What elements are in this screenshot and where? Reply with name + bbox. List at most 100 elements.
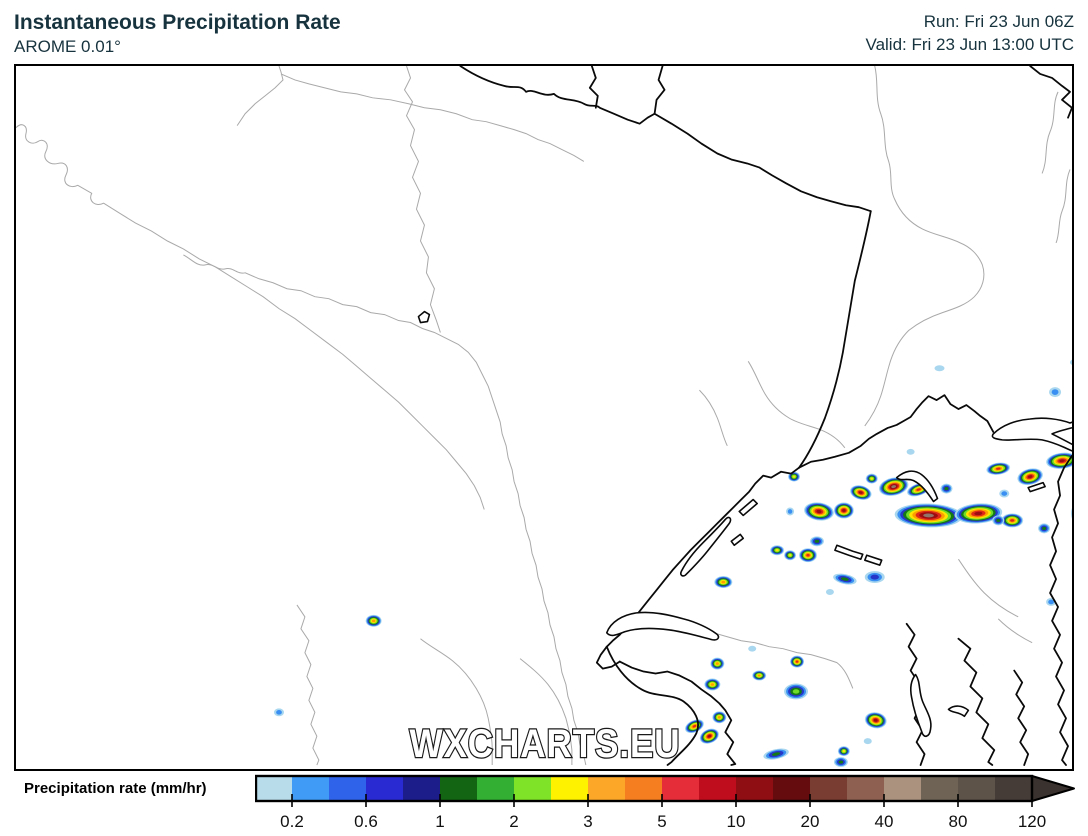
country-border [653,112,872,213]
colorbar-segment [255,776,292,801]
map-canvas: WXCHARTS.EU [16,66,1072,768]
colorbar-segment [440,776,477,801]
colorbar-segment [736,776,773,801]
precip-cell-ring [806,553,810,557]
precip-cell-ring [792,475,796,478]
precip-cell-ring [873,718,878,722]
header-left: Instantaneous Precipitation Rate AROME 0… [14,10,341,58]
precip-cell-ring [692,724,697,728]
precip-cell-ring [1010,519,1015,522]
page-title: Instantaneous Precipitation Rate [14,11,341,34]
colorbar-segment [551,776,588,801]
precip-cell-ring [1059,459,1065,463]
colorbar-segment [625,776,662,801]
colorbar-segment [958,776,995,801]
colorbar-segment [884,776,921,801]
lake-morat [730,533,745,547]
river-path [420,638,493,766]
river-path [183,254,587,766]
colorbar-segment [699,776,736,801]
country-border [798,210,872,469]
precip-cell-ring [906,448,915,455]
river-path [296,604,320,766]
colorbar-segment [477,776,514,801]
colorbar-segment [403,776,440,801]
precip-cell-ring [748,645,757,652]
colorbar-segment [366,776,403,801]
precip-cell-ring [775,549,779,552]
river-path [1041,91,1059,174]
precip-cell-ring [996,467,1001,470]
country-border [588,66,599,109]
precip-cell-ring [840,577,849,581]
river-path [713,632,854,689]
colorbar-tick-label: 2 [509,812,518,831]
colorbar-tick-label: 80 [949,812,968,831]
borders-layer [459,66,1072,766]
precip-cell-ring [996,518,1001,523]
precip-cell-ring [717,716,721,719]
colorbar: 0.2 0.6 1 2 3 5 10 20 40 80 120 [255,774,1075,831]
precip-cell-ring [792,689,800,694]
lake-zurich [895,470,939,503]
colorbar-tick-label: 40 [875,812,894,831]
precip-cell-ring [816,509,822,514]
lake-constance [991,417,1072,452]
precip-cell-ring [974,511,983,516]
precip-cell-ring [715,662,719,665]
precip-cell-ring [825,589,834,595]
precip-cell-ring [1028,475,1033,479]
country-border [459,66,656,125]
country-border [1013,669,1030,766]
country-border [618,660,737,766]
river-path [236,66,284,126]
precip-cell-ring [934,365,945,372]
colorbar-segment [329,776,366,801]
colorbar-segment [773,776,810,801]
header-right: Run: Fri 23 Jun 06Z Valid: Fri 23 Jun 13… [866,10,1075,56]
run-time: Run: Fri 23 Jun 06Z [923,12,1074,31]
colorbar-segment [292,776,329,801]
colorbar-segment [810,776,847,801]
legend-label: Precipitation rate (mm/hr) [24,780,207,797]
precip-cell-ring [863,738,872,745]
country-border [1029,66,1072,119]
colorbar-arrow [1031,775,1075,802]
colorbar-segment [514,776,551,801]
precip-cell-ring [276,710,282,715]
valid-time: Valid: Fri 23 Jun 13:00 UTC [865,35,1075,54]
river-path [16,124,485,510]
colorbar-segment [588,776,625,801]
river-path [997,618,1033,644]
precip-cell-ring [1048,599,1054,605]
precip-cell-ring [891,485,897,489]
precip-cell-ring [788,554,792,557]
country-border [1049,454,1072,766]
precip-cell-ring [795,660,799,663]
precip-cell-ring [944,487,949,491]
lake-neuchatel [680,516,732,577]
lake-biel [738,498,758,517]
river-path [958,558,1019,618]
precip-cell-ring [787,509,793,514]
country-border [595,645,621,670]
rivers-layer [16,66,1071,766]
precip-cell-ring [371,619,376,623]
colorbar-frame [255,774,1034,803]
colorbar-segment [921,776,958,801]
river-path [1055,169,1071,244]
watermark-text: WXCHARTS.EU [410,722,681,766]
lakes-layer [417,310,1072,737]
colorbar-tick-label: 0.6 [354,812,378,831]
precip-layer [274,359,1072,768]
precip-cell-ring [757,674,761,677]
lake-thun [834,544,864,560]
river-path [403,66,441,333]
precip-cell-ring [1070,359,1072,365]
precip-cell-ring [710,683,715,686]
lake-lugano [947,705,970,718]
colorbar-tick-label: 5 [657,812,666,831]
colorbar-tick-label: 0.2 [280,812,304,831]
river-path [519,658,573,766]
